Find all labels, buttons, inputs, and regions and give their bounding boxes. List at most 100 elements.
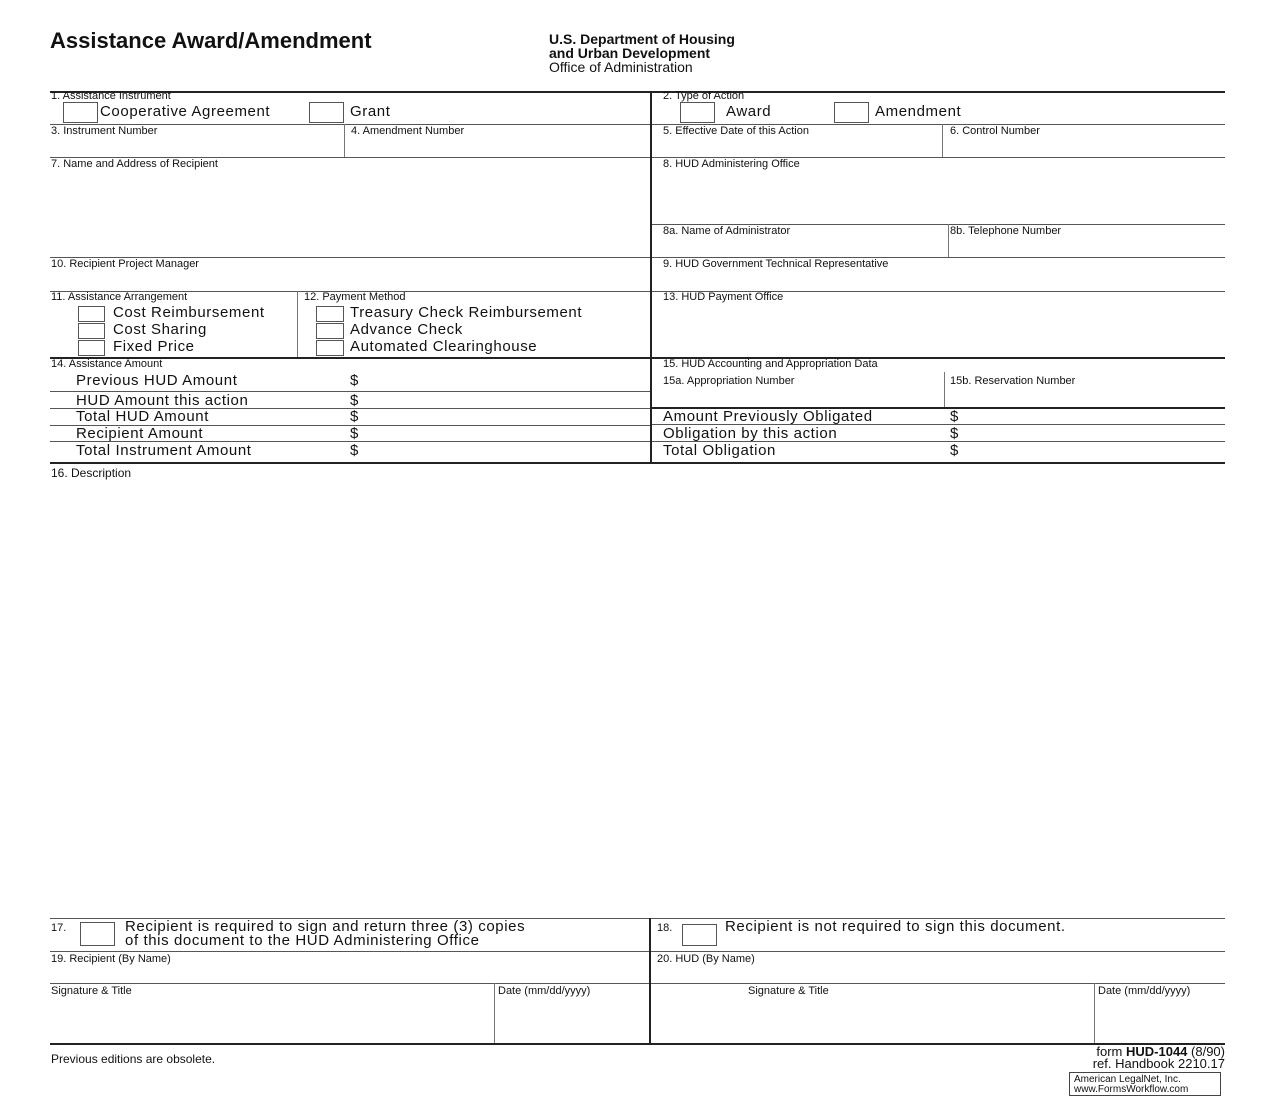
amount-previously-obligated: Amount Previously Obligated	[663, 408, 873, 425]
vertical-rule	[494, 983, 495, 1043]
label-instrument-number[interactable]: 3. Instrument Number	[51, 125, 158, 137]
checkbox-advance-check[interactable]	[316, 323, 344, 339]
horizontal-rule	[50, 425, 650, 426]
horizontal-rule	[652, 424, 1225, 425]
horizontal-rule	[50, 357, 1225, 359]
vertical-rule	[1094, 983, 1095, 1043]
horizontal-rule	[652, 224, 1225, 225]
form-title: Assistance Award/Amendment	[50, 28, 372, 53]
label-recipient-project-manager[interactable]: 10. Recipient Project Manager	[51, 258, 199, 270]
checkbox-award[interactable]	[680, 102, 715, 123]
office-name: Office of Administration	[549, 59, 693, 75]
horizontal-rule	[50, 124, 1225, 125]
checkbox-recipient-not-required[interactable]	[682, 924, 717, 946]
vertical-rule	[297, 291, 298, 357]
dollar-sign[interactable]: $	[350, 372, 359, 389]
horizontal-rule	[652, 441, 1225, 442]
form-date: (8/90)	[1191, 1044, 1225, 1059]
horizontal-rule	[50, 408, 650, 409]
horizontal-rule	[50, 257, 1225, 258]
label-recipient-date[interactable]: Date (mm/dd/yyyy)	[498, 985, 591, 997]
label-recipient-signature[interactable]: Signature & Title	[51, 985, 132, 997]
checkbox-automated-clearinghouse[interactable]	[316, 340, 344, 356]
amount-hud-this-action: HUD Amount this action	[76, 392, 249, 409]
checkbox-grant[interactable]	[309, 102, 344, 123]
amount-total-hud: Total HUD Amount	[76, 408, 209, 425]
label-hud-technical-rep[interactable]: 9. HUD Government Technical Representati…	[663, 258, 889, 270]
label-hud-payment-office[interactable]: 13. HUD Payment Office	[663, 291, 784, 303]
horizontal-rule	[50, 291, 1225, 292]
form-number: HUD-1044	[1125, 1044, 1188, 1059]
dollar-sign[interactable]: $	[950, 442, 959, 459]
option-advance-check: Advance Check	[350, 321, 463, 338]
label-assistance-arrangement: 11. Assistance Arrangement	[51, 291, 188, 303]
label-description[interactable]: 16. Description	[51, 466, 132, 480]
checkbox-treasury-check[interactable]	[316, 306, 344, 322]
label-18-number: 18.	[657, 922, 673, 934]
checkbox-cost-reimbursement[interactable]	[78, 306, 105, 322]
option-cost-reimbursement: Cost Reimbursement	[113, 304, 265, 321]
label-hud-date[interactable]: Date (mm/dd/yyyy)	[1098, 985, 1191, 997]
label-recipient-name-address[interactable]: 7. Name and Address of Recipient	[51, 158, 218, 170]
amount-total-instrument: Total Instrument Amount	[76, 442, 252, 459]
total-obligation: Total Obligation	[663, 442, 776, 459]
option-fixed-price: Fixed Price	[113, 338, 195, 355]
horizontal-rule	[50, 462, 1225, 464]
dollar-sign[interactable]: $	[350, 408, 359, 425]
horizontal-rule	[50, 91, 1225, 93]
recipient-not-required-text: Recipient is not required to sign this d…	[725, 918, 1066, 935]
horizontal-rule	[50, 157, 1225, 158]
checkbox-fixed-price[interactable]	[78, 340, 105, 356]
option-cooperative-agreement: Cooperative Agreement	[100, 103, 271, 120]
option-automated-clearinghouse: Automated Clearinghouse	[350, 338, 538, 355]
handbook-ref: ref. Handbook 2210.17	[1092, 1056, 1225, 1071]
label-payment-method: 12. Payment Method	[304, 291, 406, 303]
horizontal-rule	[50, 1043, 1225, 1045]
label-effective-date[interactable]: 5. Effective Date of this Action	[663, 125, 809, 137]
label-amendment-number[interactable]: 4. Amendment Number	[351, 125, 465, 137]
option-award: Award	[726, 103, 772, 120]
agency-name-2: and Urban Development	[549, 45, 711, 61]
label-reservation-number[interactable]: 15b. Reservation Number	[950, 375, 1076, 387]
dollar-sign[interactable]: $	[350, 442, 359, 459]
vertical-rule	[942, 124, 943, 157]
horizontal-rule	[652, 407, 1225, 409]
label-hud-accounting-data: 15. HUD Accounting and Appropriation Dat…	[663, 358, 878, 370]
checkbox-amendment[interactable]	[834, 102, 869, 123]
label-17-number: 17.	[51, 922, 67, 934]
checkbox-cost-sharing[interactable]	[78, 323, 105, 339]
checkbox-recipient-must-sign[interactable]	[80, 922, 115, 946]
publisher-name: American LegalNet, Inc.	[1074, 1074, 1181, 1085]
label-hud-signature[interactable]: Signature & Title	[748, 985, 829, 997]
vertical-rule	[650, 91, 652, 462]
label-appropriation-number[interactable]: 15a. Appropriation Number	[663, 375, 795, 387]
dollar-sign[interactable]: $	[950, 425, 959, 442]
obsolete-notice: Previous editions are obsolete.	[51, 1052, 216, 1066]
horizontal-rule	[50, 441, 650, 442]
label-assistance-amount: 14. Assistance Amount	[51, 358, 163, 370]
label-hud-administering-office[interactable]: 8. HUD Administering Office	[663, 158, 800, 170]
horizontal-rule	[50, 391, 650, 392]
label-telephone-number[interactable]: 8b. Telephone Number	[950, 225, 1062, 237]
dollar-sign[interactable]: $	[950, 408, 959, 425]
label-assistance-instrument: 1. Assistance Instrument	[51, 90, 171, 102]
dollar-sign[interactable]: $	[350, 425, 359, 442]
label-administrator-name[interactable]: 8a. Name of Administrator	[663, 225, 791, 237]
dollar-sign[interactable]: $	[350, 392, 359, 409]
vertical-rule	[344, 124, 345, 157]
label-hud-by-name[interactable]: 20. HUD (By Name)	[657, 953, 755, 965]
label-recipient-by-name[interactable]: 19. Recipient (By Name)	[51, 953, 171, 965]
form-prefix: form	[1096, 1044, 1123, 1059]
amount-recipient: Recipient Amount	[76, 425, 204, 442]
option-treasury-check: Treasury Check Reimbursement	[350, 304, 583, 321]
label-type-of-action: 2. Type of Action	[663, 90, 745, 102]
vertical-rule	[948, 224, 949, 257]
option-cost-sharing: Cost Sharing	[113, 321, 207, 338]
option-amendment: Amendment	[875, 103, 962, 120]
agency-name-1: U.S. Department of Housing	[549, 31, 735, 47]
publisher-box: American LegalNet, Inc. www.FormsWorkflo…	[1069, 1072, 1221, 1096]
checkbox-cooperative-agreement[interactable]	[63, 102, 98, 123]
form-id: form HUD-1044 (8/90)	[1096, 1044, 1225, 1059]
label-control-number[interactable]: 6. Control Number	[950, 125, 1040, 137]
recipient-must-sign-line2: of this document to the HUD Administerin…	[125, 932, 480, 949]
